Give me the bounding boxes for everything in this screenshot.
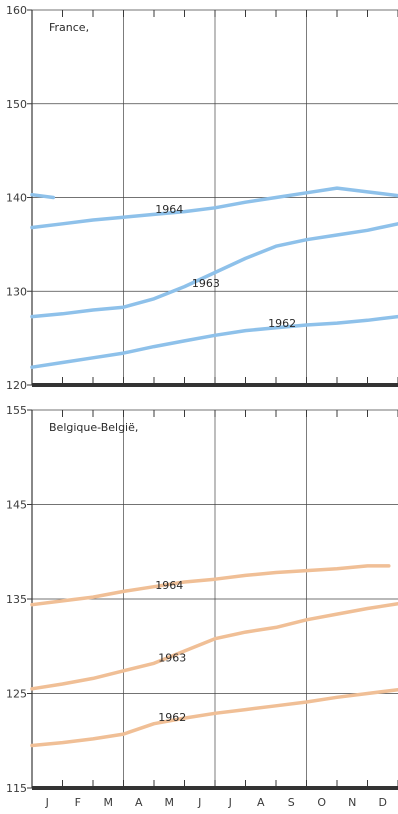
series-label-1964: 1964	[155, 579, 183, 592]
month-label: M	[104, 796, 114, 809]
month-label: J	[45, 796, 49, 809]
series-label-1962: 1962	[158, 711, 186, 724]
ytick-label: 150	[6, 98, 27, 111]
series-line-1964	[30, 186, 398, 230]
panel-title: Belgique-België,	[49, 421, 138, 434]
month-label: A	[135, 796, 143, 809]
ytick-label: 115	[6, 782, 27, 795]
series-line-1962	[30, 314, 398, 369]
panel-1: 120 130 140 150 160 France, 1964 1963 1962	[6, 4, 398, 392]
series-label-1964: 1964	[155, 203, 183, 216]
panel-title: France,	[49, 21, 89, 34]
series-line-1964	[30, 564, 391, 607]
month-label: N	[348, 796, 356, 809]
series-label-1962: 1962	[268, 317, 296, 330]
series-line-1963	[30, 601, 398, 691]
month-label: M	[165, 796, 175, 809]
ytick-label: 140	[6, 192, 27, 205]
series-line-1962	[30, 687, 398, 748]
month-label: J	[197, 796, 201, 809]
ytick-label: 155	[6, 404, 27, 417]
month-label: S	[288, 796, 295, 809]
month-label: J	[228, 796, 232, 809]
series-line-1964	[30, 192, 56, 200]
series-label-1963: 1963	[192, 277, 220, 290]
ytick-label: 145	[6, 499, 27, 512]
month-label: D	[379, 796, 387, 809]
panel-2: 115 125 135 145 155 Belgique-België, 1964 1963 1…	[6, 404, 398, 795]
month-label: O	[317, 796, 326, 809]
ytick-label: 120	[6, 379, 27, 392]
ytick-label: 135	[6, 593, 27, 606]
month-label: F	[75, 796, 81, 809]
series-label-1963: 1963	[158, 652, 186, 665]
ytick-label: 130	[6, 285, 27, 298]
month-label: A	[257, 796, 265, 809]
series-line-1963	[30, 222, 398, 319]
ytick-label: 160	[6, 4, 27, 17]
ytick-label: 125	[6, 688, 27, 701]
